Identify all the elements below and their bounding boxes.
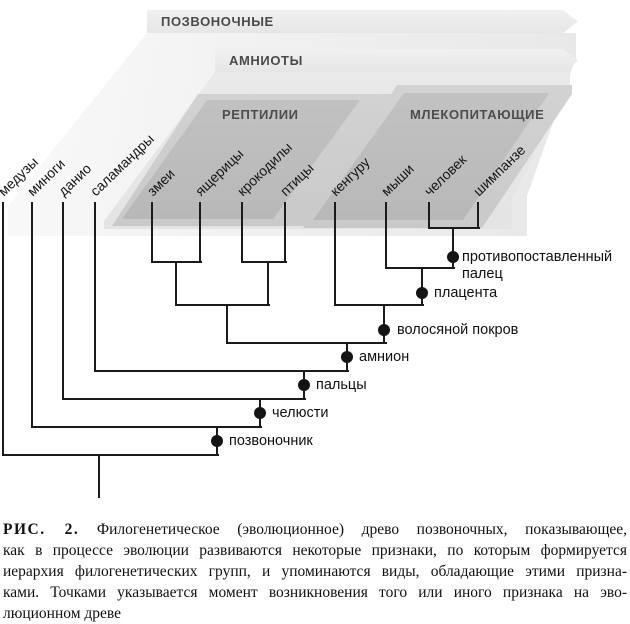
- trait-dot: [447, 251, 459, 263]
- tree-bar: [227, 342, 387, 344]
- tree-bar: [386, 267, 455, 269]
- species-branch-line: [334, 202, 336, 306]
- tree-stem: [98, 455, 100, 498]
- trait-label: пальцы: [316, 377, 367, 394]
- banner-vertebrates-label: ПОЗВОНОЧНЫЕ: [161, 14, 274, 29]
- species-branch-line: [62, 202, 64, 400]
- trait-dot: [254, 407, 266, 419]
- tree-stem: [452, 228, 454, 269]
- caption-number: РИС. 2.: [3, 521, 80, 538]
- trait-label: челюсти: [272, 405, 328, 422]
- trait-dot: [378, 324, 390, 336]
- caption-line: иерархия филогенетических групп, и упоми…: [3, 563, 627, 580]
- tree-bar: [429, 227, 480, 229]
- trait-label-line: амнион: [359, 349, 410, 365]
- figure-caption: РИС. 2. Филогенетическое (эволюционное) …: [3, 519, 627, 624]
- trait-label: противопоставленный палец: [462, 249, 612, 283]
- trait-label-line: волосяной покров: [397, 322, 519, 338]
- banner-amniotes-label: АМНИОТЫ: [229, 53, 303, 68]
- trait-label-line: челюсти: [272, 405, 329, 421]
- trait-label: плацента: [434, 285, 497, 302]
- species-branch-line: [151, 202, 153, 263]
- trait-dot: [416, 287, 428, 299]
- trait-label: амнион: [359, 349, 409, 366]
- tree-bar: [176, 304, 270, 306]
- trait-label-line: пальцы: [316, 377, 367, 393]
- trait-label-line: плацента: [434, 285, 498, 301]
- caption-line: ками. Точками указывается момент возникн…: [3, 584, 627, 601]
- trait-label: волосяной покров: [397, 322, 518, 339]
- species-branch-line: [385, 202, 387, 269]
- tree-stem: [267, 262, 269, 306]
- species-branch-line: [284, 202, 286, 263]
- species-branch-line: [2, 202, 4, 456]
- trait-label: позвоночник: [229, 433, 313, 450]
- tree-bar: [242, 261, 287, 263]
- trait-dot: [341, 351, 353, 363]
- tree-stem: [175, 262, 177, 306]
- species-branch-line: [31, 202, 33, 428]
- tree-bar: [63, 398, 306, 400]
- trait-label-line: палец: [462, 266, 503, 282]
- trait-dot: [298, 379, 310, 391]
- banner-amniotes: АМНИОТЫ: [215, 49, 578, 72]
- tree-bar: [335, 304, 424, 306]
- tree-bar: [95, 370, 349, 372]
- caption-line: люционном древе: [3, 605, 122, 622]
- tree-bar: [32, 426, 262, 428]
- species-branch-line: [199, 202, 201, 263]
- caption-line: Филогенетическое (эволюционное) древо по…: [96, 521, 628, 538]
- trait-dot: [211, 435, 223, 447]
- trait-label-line: противопоставленный: [462, 249, 613, 265]
- group-label-mammals: МЛЕКОПИТАЮЩИЕ: [410, 107, 545, 122]
- species-branch-line: [477, 202, 479, 229]
- species-branch-line: [428, 202, 430, 229]
- caption-line: как в процессе эволюции развиваются неко…: [3, 542, 627, 559]
- phylogenetic-tree-figure: ПОЗВОНОЧНЫЕ АМНИОТЫ РЕПТИЛИИ МЛЕКОПИТАЮЩ…: [0, 0, 612, 498]
- group-label-reptiles: РЕПТИЛИИ: [222, 107, 299, 122]
- trait-label-line: позвоночник: [229, 433, 313, 449]
- tree-bar: [152, 261, 202, 263]
- banner-vertebrates: ПОЗВОНОЧНЫЕ: [147, 10, 578, 33]
- species-branch-line: [241, 202, 243, 263]
- tree-stem: [226, 305, 228, 344]
- tree-bar: [3, 454, 219, 456]
- species-branch-line: [94, 202, 96, 372]
